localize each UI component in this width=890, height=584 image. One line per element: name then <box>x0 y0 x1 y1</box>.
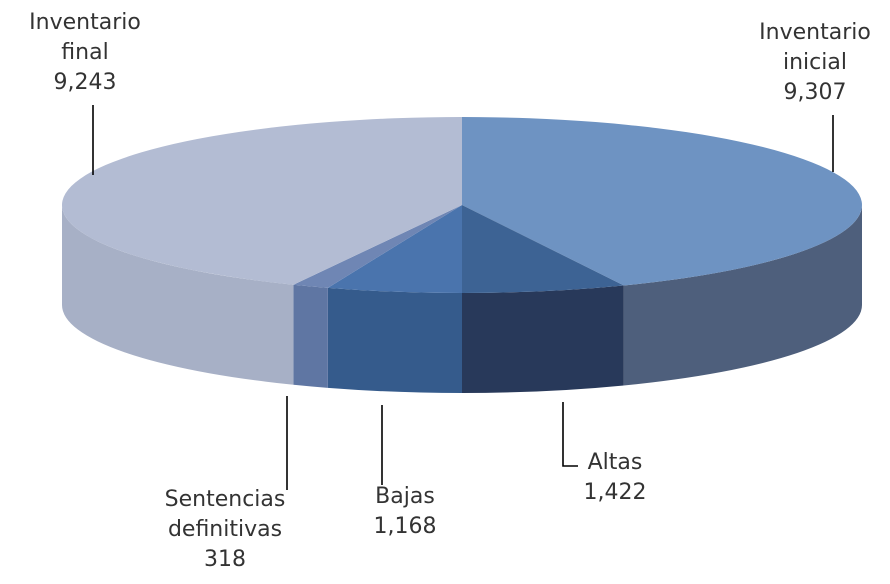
value-label: 9,243 <box>53 70 117 95</box>
pie-slice-side <box>293 284 328 388</box>
data-label: Inventario final 9,243 <box>10 8 160 98</box>
leader-line <box>562 402 578 467</box>
category-label: Inventario final <box>29 10 141 65</box>
pie-slice-side <box>327 287 462 393</box>
pie-slice <box>327 205 462 293</box>
data-label: Inventario inicial 9,307 <box>740 18 890 108</box>
pie-slice <box>61 117 462 285</box>
data-label: Altas 1,422 <box>560 448 670 508</box>
category-label: Sentencias definitivas <box>164 487 286 542</box>
value-label: 1,422 <box>583 480 647 505</box>
value-label: 1,168 <box>373 514 437 539</box>
value-label: 318 <box>204 547 246 572</box>
pie-slice <box>462 205 624 293</box>
pie-slice <box>462 117 862 286</box>
data-label: Sentencias definitivas 318 <box>140 485 310 575</box>
pie-slice <box>293 205 462 288</box>
pie-slice-side <box>62 205 294 385</box>
value-label: 9,307 <box>783 80 847 105</box>
category-label: Altas <box>587 450 643 475</box>
category-label: Inventario inicial <box>759 20 871 75</box>
data-label: Bajas 1,168 <box>350 482 460 542</box>
pie <box>61 117 862 393</box>
category-label: Bajas <box>375 484 435 509</box>
pie-slice-side <box>462 285 624 393</box>
pie-slice-side <box>623 205 862 386</box>
